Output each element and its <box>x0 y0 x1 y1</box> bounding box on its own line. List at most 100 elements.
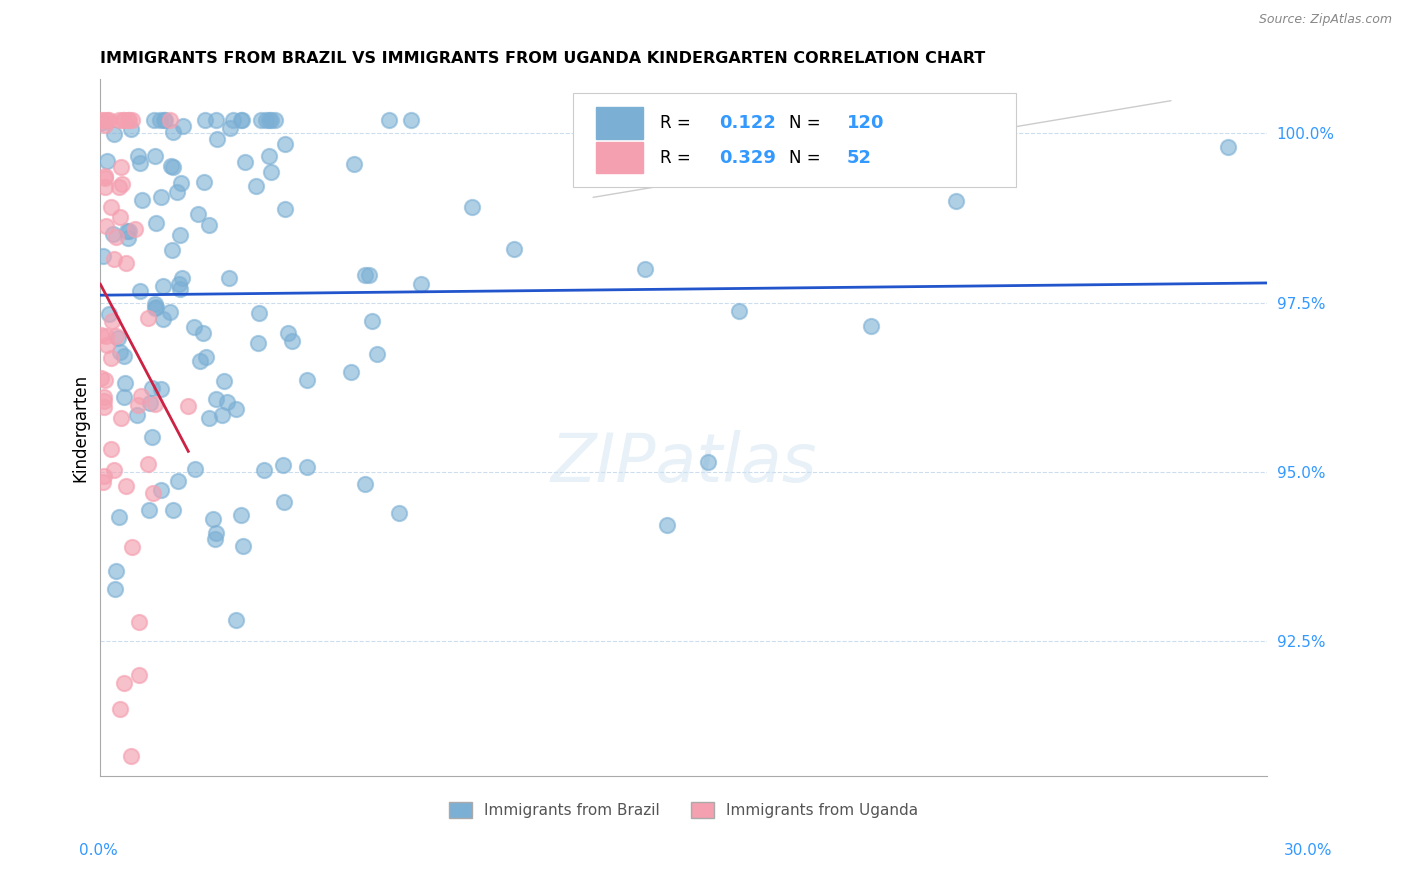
Point <box>281 334 304 348</box>
Point <box>170 271 193 285</box>
Point <box>117 112 139 127</box>
Point <box>114 479 136 493</box>
Point <box>697 455 720 469</box>
Point <box>274 136 297 151</box>
Point <box>170 177 193 191</box>
Point <box>115 256 138 270</box>
Point <box>139 396 162 410</box>
Point <box>93 393 115 408</box>
Point <box>260 165 283 179</box>
Point <box>93 468 115 483</box>
Point <box>129 389 152 403</box>
Point <box>121 540 143 554</box>
Point <box>90 371 112 385</box>
Point <box>246 336 269 351</box>
Point <box>108 180 131 194</box>
Text: 30.0%: 30.0% <box>1284 843 1331 858</box>
Point <box>945 194 967 208</box>
Point <box>117 112 139 127</box>
Point <box>112 675 135 690</box>
Point <box>136 310 159 325</box>
Point <box>128 284 150 298</box>
Point <box>117 231 139 245</box>
Point <box>93 390 115 404</box>
Point <box>117 225 139 239</box>
Point <box>90 116 112 130</box>
Point <box>96 154 118 169</box>
Point <box>225 613 247 627</box>
Point <box>108 210 131 224</box>
Point <box>127 408 149 422</box>
Point <box>104 229 127 244</box>
Point <box>162 124 184 138</box>
Point <box>149 382 172 396</box>
Point <box>105 329 128 343</box>
Point <box>141 380 163 394</box>
Point <box>94 118 117 132</box>
Point <box>214 374 236 388</box>
Point <box>142 485 165 500</box>
Point <box>90 328 112 343</box>
Point <box>143 149 166 163</box>
Point <box>149 190 172 204</box>
Point <box>153 112 176 127</box>
Point <box>254 112 277 127</box>
Point <box>218 271 240 285</box>
Point <box>411 277 433 291</box>
Point <box>184 462 207 476</box>
Point <box>461 200 484 214</box>
Point <box>229 508 252 522</box>
Point <box>260 112 283 127</box>
Point <box>103 463 125 477</box>
Text: N =: N = <box>789 114 825 132</box>
Point <box>169 227 191 242</box>
Point <box>114 376 136 390</box>
Point <box>141 430 163 444</box>
Text: 0.122: 0.122 <box>718 114 776 132</box>
Point <box>253 463 276 477</box>
Point <box>93 401 115 415</box>
Point <box>152 112 174 127</box>
Point <box>250 112 273 127</box>
Point <box>94 171 117 186</box>
Point <box>1218 140 1240 154</box>
FancyBboxPatch shape <box>596 142 643 173</box>
Point <box>103 127 125 141</box>
Point <box>94 219 117 233</box>
Point <box>107 331 129 345</box>
Point <box>93 112 115 127</box>
Point <box>193 176 215 190</box>
Point <box>859 319 882 334</box>
Point <box>101 227 124 241</box>
Point <box>100 351 122 366</box>
Point <box>129 155 152 169</box>
Point <box>277 326 299 341</box>
Point <box>167 277 190 291</box>
Text: R =: R = <box>661 114 696 132</box>
Point <box>138 503 160 517</box>
Point <box>145 300 167 314</box>
Point <box>145 216 167 230</box>
Point <box>91 249 114 263</box>
Point <box>218 121 240 136</box>
Point <box>634 261 657 276</box>
Point <box>245 179 267 194</box>
Text: ZIPatlas: ZIPatlas <box>550 430 817 496</box>
Point <box>264 112 287 127</box>
Point <box>247 306 270 320</box>
Point <box>143 296 166 310</box>
Point <box>108 701 131 715</box>
Point <box>378 112 401 127</box>
Point <box>111 112 134 127</box>
Text: R =: R = <box>661 149 696 167</box>
Point <box>353 268 375 283</box>
Point <box>162 160 184 174</box>
Point <box>222 112 245 127</box>
Point <box>96 329 118 343</box>
Point <box>124 222 146 236</box>
Point <box>100 200 122 214</box>
Point <box>105 564 128 578</box>
Point <box>160 159 183 173</box>
Point <box>100 442 122 457</box>
Point <box>112 349 135 363</box>
